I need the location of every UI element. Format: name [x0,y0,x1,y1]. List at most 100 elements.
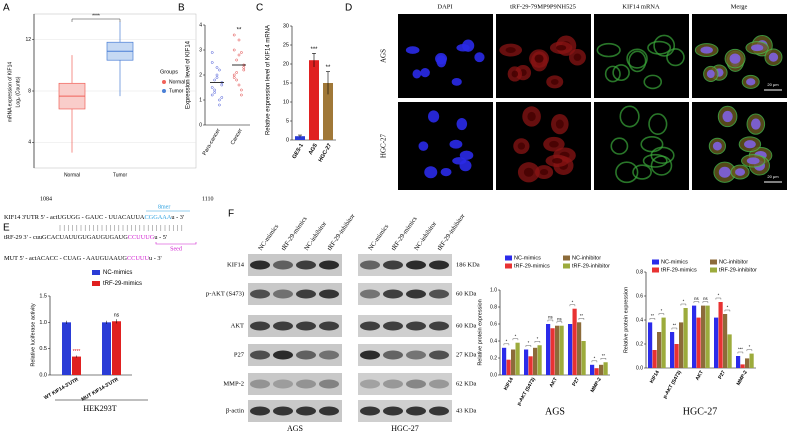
protein-label: AKT [231,322,244,329]
sequence-part: - actUGUGG - GAUC - UUACAUUA [45,214,145,221]
dot [215,73,219,77]
dot [220,83,224,87]
y-tick-label: 3 [199,47,202,53]
x-tick-label: Para-cancer [202,128,222,157]
significance: * [572,299,574,304]
nucleus [449,139,463,149]
legend-label: tRF-29-inhibitor [719,267,757,273]
legend-swatch [92,270,100,275]
band [429,289,449,299]
dot [218,98,221,102]
band [319,350,339,360]
band [429,406,449,416]
band [250,379,270,389]
bar [714,317,719,368]
bar [102,322,111,375]
nucleus [729,53,741,64]
band [250,321,270,331]
lane-label: tRF-29-inhibitor [326,212,357,252]
panel-letter: E [3,223,10,234]
significance: ns [703,296,707,301]
significance: ns [557,316,561,321]
position: 1110 [202,196,214,202]
bar [524,349,529,375]
bracket [547,319,554,322]
bracket [71,18,121,22]
sequence-part: u - 5' [154,234,167,241]
nucleus [706,69,715,79]
band [360,379,380,389]
bar [590,364,595,375]
band [250,260,270,270]
bracket [702,301,709,304]
y-tick-label: 10 [283,99,289,105]
dot [220,96,224,99]
scale-bar-label: 20 μm [767,174,779,179]
nucleus [750,44,764,52]
column-header: KIF14 mRNA [622,3,660,10]
bracket [715,297,722,300]
micrograph [594,14,689,98]
legend-label: NC-inhibitor [572,255,601,261]
y-tick-label: 0.4 [636,317,643,323]
legend-swatch [710,259,717,265]
sequence-name: tRF-29 3' [4,234,28,241]
blot-strip [248,283,342,305]
significance: * [683,299,685,304]
band [383,289,403,299]
significance: ns [548,315,552,320]
bracket [512,338,519,341]
cell [632,164,652,180]
micrograph [692,14,787,98]
y-tick-label: 0.0 [636,365,643,371]
nucleus [412,69,422,79]
bracket [680,303,687,306]
sequence-part: CGGAAA [144,214,171,221]
y-tick-label: 1.0 [39,320,47,326]
dot [213,78,216,82]
y-tick-label: 4 [199,22,202,28]
blot-strip [248,344,342,366]
micrograph [496,14,591,98]
band [296,379,316,389]
dot [242,68,246,72]
row-label: AGS [380,49,388,63]
bar [515,342,520,375]
significance: ns [694,296,698,301]
bar [502,347,507,375]
bar [603,362,608,375]
nucleus [440,167,452,177]
y-tick-label: 0.2 [636,341,643,347]
significance: *** [310,47,318,53]
cell [642,153,668,168]
x-tick-label: P27 [717,369,727,380]
legend-label: NC-mimics [103,270,132,276]
nucleus [549,140,559,148]
sequence-part: CCUUU [127,255,149,262]
bar [674,344,679,368]
x-tick-label: P27 [571,376,581,387]
nucleus [768,52,779,62]
bar [705,305,710,368]
dot [210,61,214,64]
sequence-name: MUT 5' [4,255,24,262]
band [360,350,380,360]
blot-strip [248,254,342,276]
x-tick-label: AKT [549,377,559,389]
band [406,350,426,360]
protein-label: P27 [234,351,245,358]
legend-label: NC-mimics [661,259,688,265]
nucleus [550,78,559,85]
y-tick-label: 5 [286,118,289,124]
nucleus [527,111,536,122]
significance: * [718,293,720,298]
y-tick-label: 0.6 [490,321,497,327]
nucleus [722,110,733,123]
column-header: Merge [731,3,748,10]
significance: **** [92,13,100,19]
bar [309,60,319,141]
bar [546,324,551,375]
significance: **** [73,349,81,355]
band [319,260,339,270]
bracket [671,327,678,330]
